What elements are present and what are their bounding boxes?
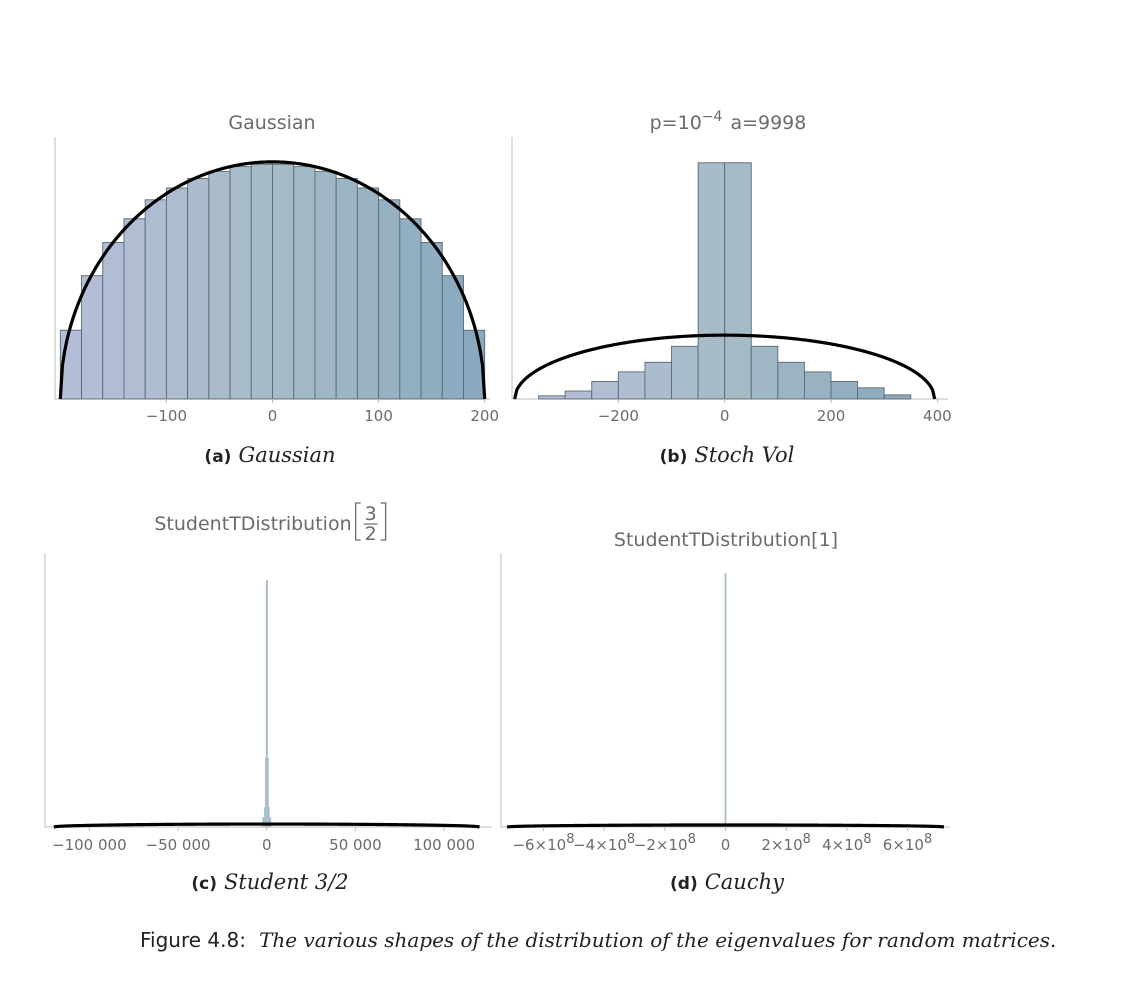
histogram-bar (724, 573, 727, 827)
x-tick-label: −200 (598, 407, 639, 425)
x-tick-label: 0 (262, 836, 272, 854)
subcaption: (a) Gaussian (204, 443, 335, 467)
figure-caption: Figure 4.8: The various shapes of the di… (140, 928, 1056, 952)
svg-text:2: 2 (365, 523, 377, 545)
histogram-bar (208, 170, 231, 400)
histogram-bar (671, 345, 699, 400)
x-tick-label: 400 (923, 407, 952, 425)
histogram-bar (229, 166, 252, 400)
histogram-bar (272, 163, 295, 400)
x-tick-label: −2×108 (634, 832, 696, 854)
histogram-bar (250, 163, 273, 400)
histogram-bar (378, 199, 401, 400)
histogram-bar (803, 371, 832, 400)
histogram-bar (187, 178, 210, 400)
histogram-bar (335, 178, 358, 400)
density-curve (58, 160, 487, 400)
figure-caption-text: The various shapes of the distribution o… (259, 928, 1056, 952)
density-curve (513, 333, 937, 400)
histogram-bar (857, 387, 885, 400)
histogram-bar (123, 218, 146, 400)
chart-title: Gaussian (228, 112, 315, 134)
chart-title: p=10−4 a=9998 (650, 109, 807, 134)
chart-title: StudentTDistribution[1] (614, 529, 838, 551)
x-tick-label: 200 (817, 407, 846, 425)
histogram-bar (81, 275, 104, 400)
histogram-bar (264, 757, 267, 827)
panel-stoch-vol: −200 0 200 400 p=10−4 a=9998 (b) Stoch Vol (511, 109, 952, 467)
x-tick-label: −100 (146, 407, 187, 425)
histogram-bar (265, 580, 268, 827)
density-curve (53, 822, 480, 829)
histogram-bar (356, 187, 380, 400)
panel-gaussian: −100 0 100 200 Gaussian (a) Gaussian (54, 112, 499, 467)
subcaption: (c) Student 3/2 (191, 870, 348, 894)
histogram-bar (441, 275, 464, 400)
histogram-bar (420, 242, 443, 400)
x-tick-label: −50 000 (146, 836, 211, 854)
subcaption: (b) Stoch Vol (660, 443, 795, 467)
x-tick-label: 0 (721, 836, 731, 854)
histogram-bar (777, 361, 805, 400)
histogram-bar (724, 162, 752, 400)
histogram-bar (266, 580, 268, 827)
histogram-bar (538, 395, 566, 400)
histogram-bar (750, 345, 779, 400)
histogram-bar (564, 390, 593, 400)
histogram-bar (144, 199, 167, 400)
x-tick-label: 4×108 (822, 832, 871, 854)
subcaption: (d) Cauchy (670, 870, 785, 894)
histogram-bar (262, 817, 265, 827)
histogram-bar (165, 187, 189, 400)
panel-student-3-2: −100 000 −50 000 0 50 000 100 000 StudentTDis… (44, 502, 492, 894)
panel-cauchy: −6×108−4×108−2×108 0 2×108 4×108 6×108 Studen… (500, 529, 950, 894)
histogram-bar (591, 380, 619, 400)
density-curve (506, 823, 945, 829)
x-tick-label: 200 (470, 407, 499, 425)
histogram-bar (269, 817, 272, 827)
x-tick-label: 0 (720, 407, 730, 425)
x-tick-label: −4×108 (573, 832, 635, 854)
histogram-bar (293, 166, 316, 400)
chart-title: StudentTDistribution (154, 513, 351, 535)
x-tick-label: 6×108 (883, 832, 932, 854)
histogram-bar (102, 242, 125, 400)
histogram-bar (617, 371, 646, 400)
x-tick-label: −6×108 (512, 832, 574, 854)
figure-caption-label: Figure 4.8: (140, 928, 246, 952)
title-fraction: 32 (354, 502, 387, 545)
x-tick-label: −100 000 (52, 836, 127, 854)
histogram-bar (264, 807, 266, 827)
histogram-bar (314, 170, 337, 400)
histogram-bar (644, 361, 672, 400)
svg-text:3: 3 (365, 503, 377, 525)
histogram-bar (267, 757, 269, 827)
x-tick-label: 100 000 (413, 836, 475, 854)
histogram-bar (399, 218, 422, 400)
histogram-bar (830, 380, 859, 400)
histogram-bar (268, 807, 270, 827)
x-tick-label: 50 000 (329, 836, 382, 854)
histogram-bar (697, 162, 726, 400)
x-tick-label: 0 (268, 407, 278, 425)
x-tick-label: 100 (364, 407, 393, 425)
x-tick-label: 2×108 (761, 832, 810, 854)
histogram-bar (883, 394, 912, 400)
